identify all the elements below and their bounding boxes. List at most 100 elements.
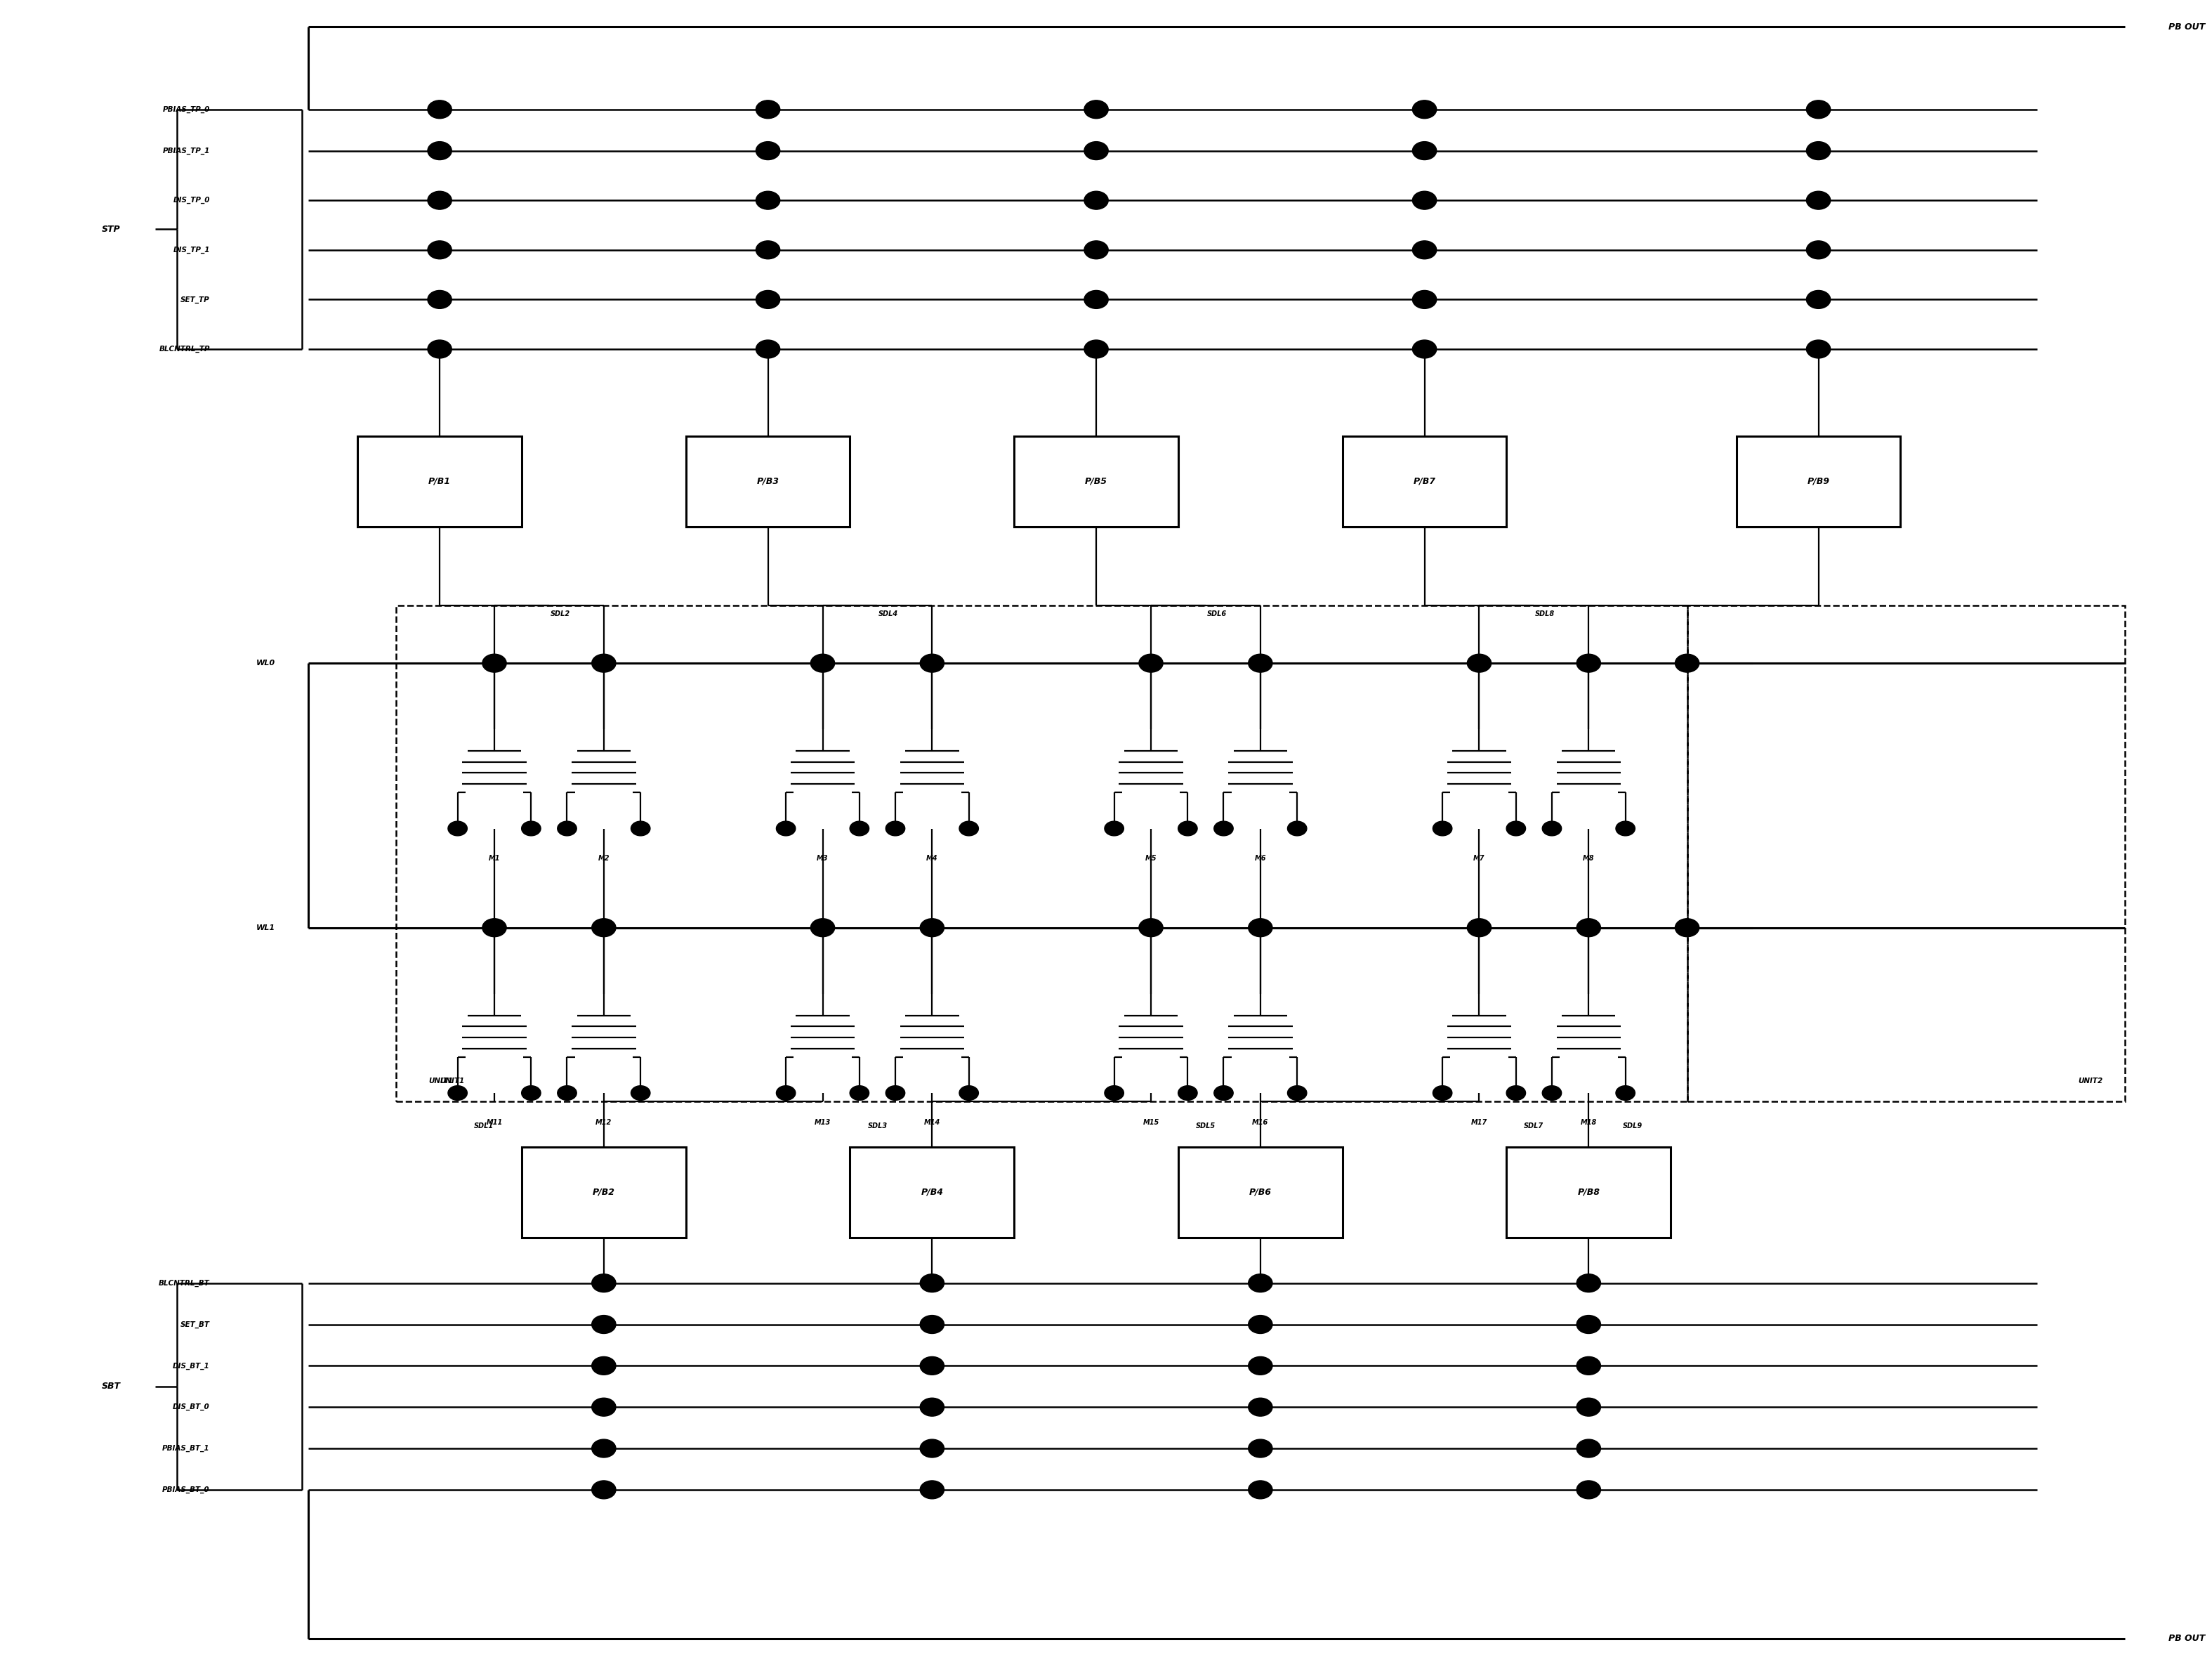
Circle shape [1248, 1481, 1272, 1500]
Circle shape [593, 918, 615, 936]
Bar [1343, 436, 1506, 527]
Text: M4: M4 [927, 855, 938, 862]
Circle shape [522, 1085, 540, 1100]
Text: PB OUT: PB OUT [2168, 1634, 2205, 1644]
Text: M11: M11 [487, 1118, 502, 1127]
Circle shape [1467, 918, 1491, 936]
Text: M17: M17 [1471, 1118, 1486, 1127]
Text: SDL4: SDL4 [878, 610, 898, 616]
Text: STP: STP [102, 225, 122, 234]
Circle shape [593, 1440, 615, 1458]
Circle shape [885, 1085, 905, 1100]
Text: SDL9: SDL9 [1624, 1122, 1641, 1130]
Bar [1179, 1147, 1343, 1238]
Circle shape [1577, 1357, 1601, 1375]
Circle shape [1084, 141, 1108, 159]
Circle shape [427, 240, 451, 258]
Circle shape [810, 918, 834, 936]
Text: UNIT2: UNIT2 [2079, 1077, 2104, 1085]
Circle shape [1248, 1440, 1272, 1458]
Text: P/B1: P/B1 [429, 477, 451, 486]
Circle shape [593, 1357, 615, 1375]
Text: P/B5: P/B5 [1086, 477, 1108, 486]
Text: M1: M1 [489, 855, 500, 862]
Circle shape [427, 141, 451, 159]
Circle shape [1577, 918, 1601, 936]
Circle shape [1615, 822, 1635, 835]
Text: UNIT1: UNIT1 [440, 1077, 465, 1085]
Circle shape [593, 1316, 615, 1334]
Circle shape [557, 822, 577, 835]
Text: M14: M14 [925, 1118, 940, 1127]
Circle shape [920, 1274, 945, 1292]
Circle shape [920, 1357, 945, 1375]
Text: SDL8: SDL8 [1535, 610, 1555, 616]
Circle shape [522, 822, 540, 835]
Circle shape [427, 340, 451, 358]
Circle shape [427, 290, 451, 308]
Circle shape [427, 191, 451, 209]
Circle shape [1577, 1274, 1601, 1292]
Text: P/B2: P/B2 [593, 1188, 615, 1196]
Circle shape [1248, 655, 1272, 673]
Circle shape [1214, 1085, 1234, 1100]
Bar [1013, 436, 1179, 527]
Circle shape [1577, 1481, 1601, 1500]
Circle shape [1542, 1085, 1562, 1100]
Bar [1736, 436, 1900, 527]
Circle shape [1506, 1085, 1526, 1100]
Text: BLCNTRL_BT: BLCNTRL_BT [159, 1279, 210, 1287]
Text: SDL7: SDL7 [1524, 1122, 1544, 1130]
Text: M2: M2 [597, 855, 611, 862]
Circle shape [1084, 240, 1108, 258]
Circle shape [960, 822, 978, 835]
Text: P/B8: P/B8 [1577, 1188, 1599, 1196]
Circle shape [1179, 822, 1197, 835]
Circle shape [593, 1481, 615, 1500]
Circle shape [1807, 240, 1832, 258]
Text: SDL3: SDL3 [867, 1122, 887, 1130]
Text: BLCNTRL_TP: BLCNTRL_TP [159, 346, 210, 353]
Circle shape [1807, 141, 1832, 159]
Text: WL0: WL0 [257, 659, 276, 666]
Circle shape [1214, 822, 1234, 835]
Circle shape [1413, 290, 1436, 308]
Circle shape [449, 1085, 467, 1100]
Text: SDL2: SDL2 [551, 610, 571, 616]
Circle shape [1433, 1085, 1451, 1100]
Text: P/B4: P/B4 [920, 1188, 942, 1196]
Circle shape [1248, 918, 1272, 936]
Circle shape [920, 1481, 945, 1500]
Bar [522, 1147, 686, 1238]
Bar [1506, 1147, 1670, 1238]
Text: M8: M8 [1584, 855, 1595, 862]
Text: M7: M7 [1473, 855, 1484, 862]
Circle shape [427, 101, 451, 119]
Circle shape [1104, 822, 1124, 835]
Circle shape [557, 1085, 577, 1100]
Text: M5: M5 [1146, 855, 1157, 862]
Circle shape [776, 1085, 796, 1100]
Circle shape [1084, 340, 1108, 358]
Circle shape [920, 655, 945, 673]
Circle shape [1248, 1316, 1272, 1334]
Bar [849, 1147, 1013, 1238]
Circle shape [1674, 918, 1699, 936]
Bar [358, 436, 522, 527]
Circle shape [630, 1085, 650, 1100]
Text: M18: M18 [1582, 1118, 1597, 1127]
Circle shape [1577, 1440, 1601, 1458]
Text: SDL5: SDL5 [1197, 1122, 1217, 1130]
Text: P/B6: P/B6 [1250, 1188, 1272, 1196]
Text: SDL1: SDL1 [473, 1122, 493, 1130]
Circle shape [1577, 655, 1601, 673]
Circle shape [920, 1316, 945, 1334]
Text: DIS_BT_1: DIS_BT_1 [173, 1362, 210, 1369]
Circle shape [593, 1274, 615, 1292]
Text: M13: M13 [814, 1118, 832, 1127]
Circle shape [1084, 290, 1108, 308]
Circle shape [1413, 191, 1436, 209]
Circle shape [1287, 822, 1307, 835]
Circle shape [1433, 822, 1451, 835]
Circle shape [482, 655, 507, 673]
